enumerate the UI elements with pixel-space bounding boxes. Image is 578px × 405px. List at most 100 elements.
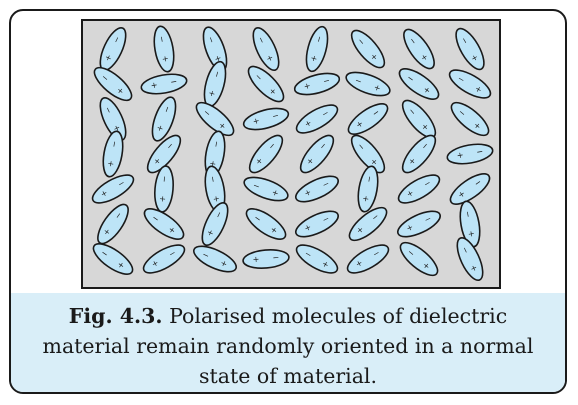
molecule-ellipse [242, 249, 290, 269]
molecule-ellipse [201, 202, 229, 246]
positive-charge-sign: + [419, 52, 430, 63]
positive-charge-sign: + [252, 255, 259, 265]
molecule-ellipse [97, 203, 129, 245]
positive-charge-sign: + [405, 222, 415, 233]
molecule: −+ [151, 96, 177, 142]
negative-charge-sign: − [460, 245, 471, 255]
negative-charge-sign: − [150, 213, 161, 224]
molecule-ellipse [195, 101, 235, 137]
molecule-ellipse [140, 73, 188, 95]
positive-charge-sign: + [303, 222, 313, 233]
positive-charge-sign: + [150, 80, 158, 90]
molecule-ellipse [143, 208, 185, 240]
caption-band [11, 293, 565, 392]
molecule: −+ [347, 103, 389, 135]
molecule: −+ [295, 244, 339, 274]
negative-charge-sign: − [354, 76, 363, 87]
positive-charge-sign: + [115, 85, 126, 96]
molecule: −+ [357, 165, 379, 213]
positive-charge-sign: + [111, 123, 122, 133]
negative-charge-sign: − [157, 35, 167, 43]
positive-charge-sign: + [309, 54, 319, 63]
negative-charge-sign: − [253, 72, 264, 83]
molecule-ellipse [93, 66, 133, 102]
positive-charge-sign: + [421, 260, 432, 271]
molecule: −+ [154, 165, 174, 213]
positive-charge-sign: + [320, 259, 330, 270]
negative-charge-sign: − [266, 141, 277, 152]
negative-charge-sign: − [252, 181, 261, 192]
negative-charge-sign: − [100, 72, 111, 83]
negative-charge-sign: − [252, 213, 263, 224]
positive-charge-sign: + [354, 119, 365, 130]
positive-charge-sign: + [405, 188, 415, 199]
molecule-ellipse [305, 25, 329, 73]
positive-charge-sign: + [160, 55, 170, 63]
molecule: −+ [142, 244, 186, 274]
molecule: −+ [305, 25, 329, 73]
molecule-ellipse [350, 134, 386, 174]
negative-charge-sign: − [407, 36, 418, 47]
positive-charge-sign: + [158, 195, 168, 202]
negative-charge-sign: − [356, 36, 367, 47]
molecule: −+ [248, 134, 284, 174]
molecule: −+ [143, 208, 185, 240]
molecule: −+ [346, 244, 390, 274]
molecule: −+ [203, 60, 227, 108]
molecule-ellipse [350, 29, 386, 69]
molecule-ellipse [295, 175, 339, 203]
molecule-ellipse [193, 245, 237, 273]
positive-charge-sign: + [466, 230, 476, 238]
positive-charge-sign: + [422, 85, 433, 96]
molecule-ellipse [456, 237, 484, 281]
molecule-ellipse [248, 134, 284, 174]
molecule-ellipse [299, 134, 335, 174]
positive-charge-sign: + [155, 124, 166, 133]
negative-charge-sign: − [356, 141, 367, 152]
negative-charge-sign: − [317, 141, 328, 152]
negative-charge-sign: − [406, 247, 417, 258]
positive-charge-sign: + [99, 188, 109, 199]
caption-text: Polarised molecules of dielectric materi… [42, 304, 534, 388]
positive-charge-sign: + [305, 156, 316, 167]
molecule: −+ [398, 68, 440, 100]
negative-charge-sign: − [116, 178, 126, 189]
negative-charge-sign: − [303, 249, 313, 260]
negative-charge-sign: − [463, 210, 473, 218]
molecule-ellipse [245, 208, 287, 240]
molecule: −+ [242, 249, 290, 269]
negative-charge-sign: − [322, 76, 331, 86]
positive-charge-sign: + [213, 54, 224, 63]
molecule: −+ [448, 69, 492, 99]
negative-charge-sign: − [160, 175, 170, 182]
molecule: −+ [252, 27, 280, 71]
positive-charge-sign: + [469, 53, 480, 63]
molecule-ellipse [91, 174, 135, 204]
molecule: −+ [243, 176, 289, 202]
positive-charge-sign: + [106, 160, 116, 168]
molecule: −+ [399, 241, 439, 277]
molecule-ellipse [153, 25, 175, 73]
molecule: −+ [345, 71, 391, 97]
positive-charge-sign: + [116, 260, 127, 271]
negative-charge-sign: − [256, 35, 267, 45]
molecule: −+ [146, 134, 182, 174]
negative-charge-sign: − [111, 35, 122, 45]
negative-charge-sign: − [321, 179, 331, 190]
negative-charge-sign: − [405, 73, 416, 84]
molecule-ellipse [92, 243, 134, 275]
molecule: −+ [204, 165, 226, 213]
negative-charge-sign: − [164, 141, 175, 152]
positive-charge-sign: + [101, 227, 112, 238]
molecule-ellipse [446, 143, 494, 165]
molecule-ellipse [450, 101, 490, 137]
figure-frame: − + − + − + − + − + − + − + − + − + − + − + − + − + − + − + − + − + − + − + − +… [9, 9, 567, 394]
negative-charge-sign: − [419, 141, 430, 152]
positive-charge-sign: + [208, 160, 218, 168]
molecule-ellipse [295, 244, 339, 274]
molecule-ellipse [242, 107, 290, 131]
positive-charge-sign: + [361, 195, 371, 203]
positive-charge-sign: + [271, 188, 280, 199]
molecule: −+ [245, 208, 287, 240]
molecule: −+ [293, 72, 341, 96]
